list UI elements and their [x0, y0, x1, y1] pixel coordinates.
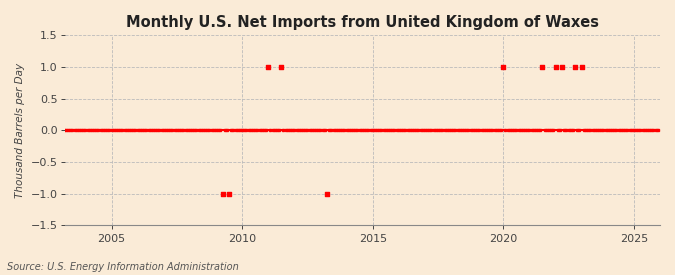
Point	[570, 65, 580, 69]
Point	[276, 65, 287, 69]
Title: Monthly U.S. Net Imports from United Kingdom of Waxes: Monthly U.S. Net Imports from United Kin…	[126, 15, 599, 30]
Point	[217, 191, 228, 196]
Point	[223, 191, 234, 196]
Point	[498, 65, 509, 69]
Point	[576, 65, 587, 69]
Point	[537, 65, 548, 69]
Point	[550, 65, 561, 69]
Text: Source: U.S. Energy Information Administration: Source: U.S. Energy Information Administ…	[7, 262, 238, 272]
Y-axis label: Thousand Barrels per Day: Thousand Barrels per Day	[15, 63, 25, 198]
Point	[263, 65, 273, 69]
Point	[557, 65, 568, 69]
Point	[321, 191, 332, 196]
